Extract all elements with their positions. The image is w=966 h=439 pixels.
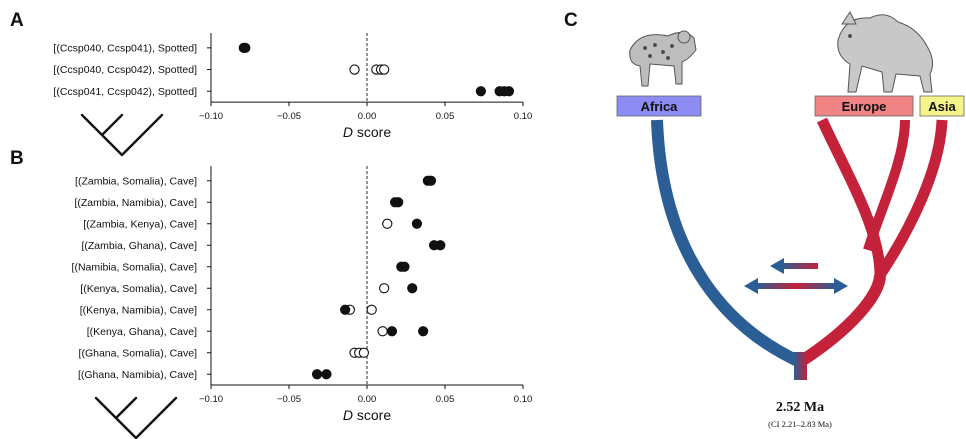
africa-lineage-branch <box>651 119 803 368</box>
spotted-hyena-illustration <box>629 30 697 87</box>
filled-point <box>321 369 332 380</box>
europe-lineage-branch-1 <box>817 117 886 276</box>
row-label: [(Zambia, Namibia), Cave] <box>74 197 197 209</box>
region-label-africa: Africa <box>641 99 679 114</box>
filled-point <box>240 42 251 53</box>
row-label: [(Ccsp040, Ccsp041), Spotted] <box>53 42 197 54</box>
row-label: [(Ccsp041, Ccsp042), Spotted] <box>53 86 197 98</box>
x-axis-title-text: score <box>353 124 391 140</box>
filled-point <box>340 304 351 315</box>
x-tick-label: −0.05 <box>277 394 301 405</box>
row-label: [(Ccsp040, Ccsp042), Spotted] <box>53 64 197 76</box>
asia-lineage-branch <box>875 119 948 279</box>
root-date-label: 2.52 Ma <box>776 400 824 415</box>
europe-lineage-branch-2 <box>863 119 910 252</box>
row-label: [(Kenya, Ghana), Cave] <box>87 326 197 338</box>
row-label: [(Zambia, Ghana), Cave] <box>81 240 197 252</box>
region-box-asia <box>919 95 965 117</box>
filled-point <box>425 175 437 186</box>
region-box-europe <box>814 95 914 117</box>
filled-point <box>407 283 418 294</box>
x-tick-label: −0.05 <box>277 111 301 122</box>
filled-point <box>386 326 398 337</box>
x-tick-label: −0.10 <box>199 394 223 405</box>
filled-point <box>393 197 404 208</box>
panel-b-dot-plot: −0.10 −0.05 0.00 0.05 0.10 D score [(Zambia, S… <box>72 166 533 423</box>
x-tick-label: 0.00 <box>358 111 377 122</box>
root-date-ci-label: (CI 2.21–2.83 Ma) <box>768 419 832 429</box>
open-point <box>349 64 360 75</box>
gene-flow-arrows <box>744 258 848 294</box>
row-label: [(Kenya, Somalia), Cave] <box>80 283 197 295</box>
region-label-asia: Asia <box>928 99 956 114</box>
x-axis-title-symbol: D <box>343 124 353 140</box>
row-label: [(Kenya, Namibia), Cave] <box>80 304 197 316</box>
x-axis-title-text: score <box>353 407 391 423</box>
panel-letter-c: C <box>564 10 578 31</box>
x-tick-label: 0.10 <box>514 394 533 405</box>
filled-point <box>503 86 515 97</box>
panel-c-phylogeography: Africa Europe Asia 2.52 Ma (CI 2.21–2.83… <box>616 11 965 429</box>
x-tick-label: 0.10 <box>514 111 533 122</box>
x-tick-label: 0.05 <box>436 111 455 122</box>
row-label: [(Zambia, Somalia), Cave] <box>75 175 197 187</box>
x-axis-title: D score <box>343 407 391 423</box>
panel-a-dot-plot: −0.10 −0.05 0.00 0.05 0.10 D score [(Ccsp040, … <box>53 33 532 140</box>
filled-point <box>311 369 323 380</box>
open-point <box>366 304 377 315</box>
x-tick-label: −0.10 <box>199 111 223 122</box>
filled-point <box>475 86 486 97</box>
panel-letter-b: B <box>10 148 24 169</box>
row-label: [(Zambia, Kenya), Cave] <box>83 218 197 230</box>
cave-hyena-illustration <box>837 11 934 93</box>
open-point <box>358 347 370 358</box>
filled-point <box>411 218 423 229</box>
region-box-africa <box>616 95 702 117</box>
tree-topology-icon-a <box>80 113 164 157</box>
eurasia-stem-branch <box>796 274 886 368</box>
filled-point <box>435 240 446 251</box>
filled-point <box>399 261 410 272</box>
tree-topology-icon-b <box>94 396 178 439</box>
filled-point <box>418 326 429 337</box>
open-point <box>379 64 390 75</box>
row-label: [(Ghana, Somalia), Cave] <box>79 347 198 359</box>
open-point <box>382 218 393 229</box>
x-tick-label: 0.00 <box>358 394 377 405</box>
open-point <box>377 326 388 337</box>
region-label-europe: Europe <box>842 99 887 114</box>
panel-letter-a: A <box>10 10 24 31</box>
x-tick-label: 0.05 <box>436 394 455 405</box>
row-label: [(Namibia, Somalia), Cave] <box>72 261 198 273</box>
open-point <box>379 283 390 294</box>
x-axis-title-symbol: D <box>343 407 353 423</box>
root-stem <box>794 352 807 380</box>
row-label: [(Ghana, Namibia), Cave] <box>78 369 197 381</box>
x-axis-title: D score <box>343 124 391 140</box>
